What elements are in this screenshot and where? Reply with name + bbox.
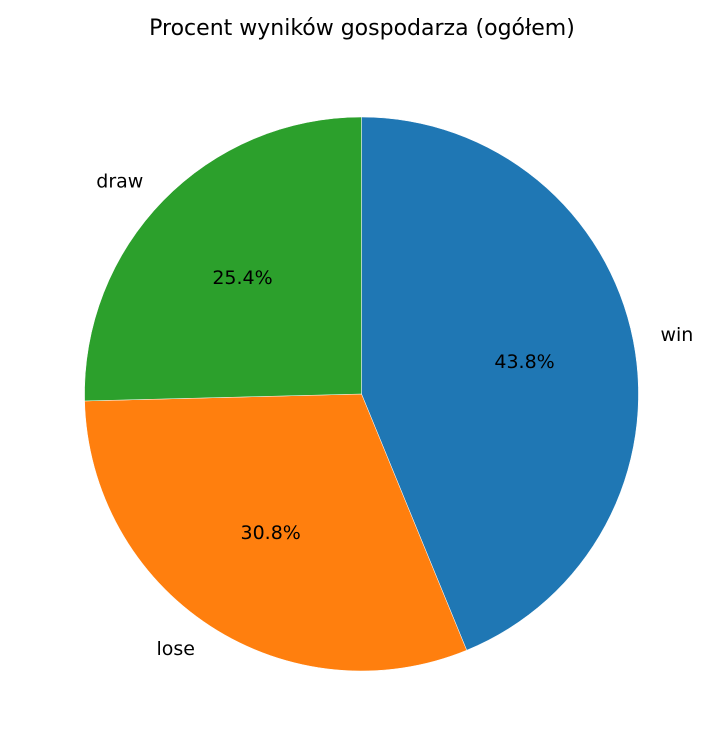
pie-labels: win 43.8% lose 30.8% draw 25.4%: [96, 170, 693, 660]
slice-label-win: win: [660, 324, 693, 346]
slice-percent-draw: 25.4%: [212, 267, 272, 289]
chart-title: Procent wyników gospodarza (ogółem): [149, 16, 575, 41]
slice-label-lose: lose: [157, 638, 196, 660]
slice-percent-lose: 30.8%: [241, 522, 301, 544]
pie-slice-lose: [84, 393, 468, 672]
pie-slice-draw: [84, 116, 362, 402]
pie-slices: [84, 116, 639, 672]
slice-label-draw: draw: [96, 170, 143, 192]
slice-percent-win: 43.8%: [494, 351, 554, 373]
pie-slice-win: [361, 116, 639, 651]
